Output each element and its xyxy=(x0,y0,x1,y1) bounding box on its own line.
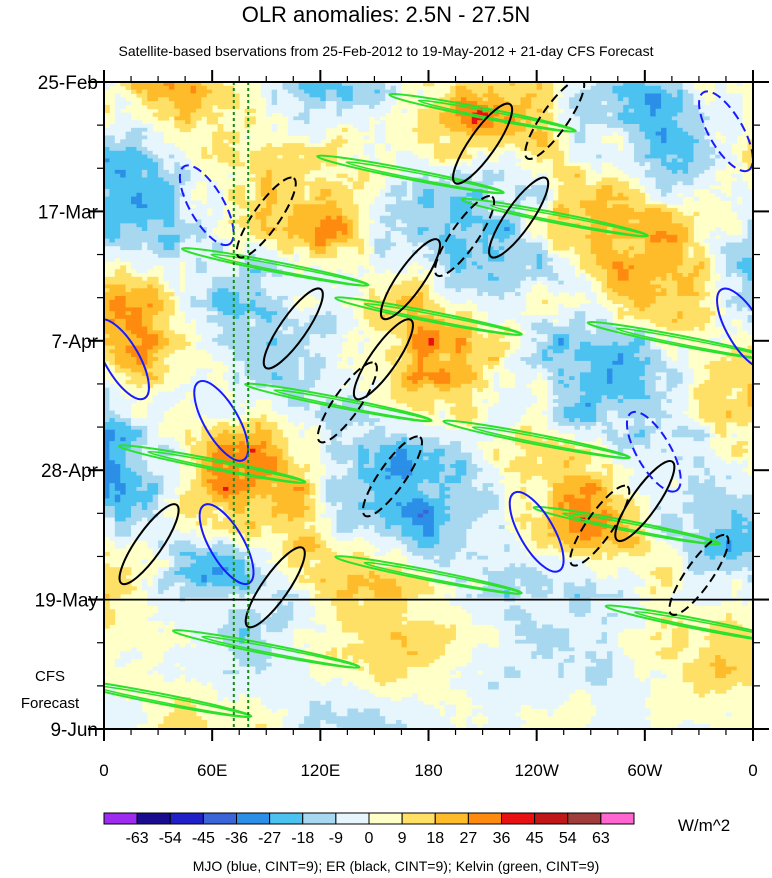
colorbar-label: 27 xyxy=(459,830,477,847)
colorbar-swatch xyxy=(401,812,436,825)
colorbar-swatch xyxy=(269,812,304,825)
colorbar-label: -36 xyxy=(225,830,248,847)
colorbar-swatch xyxy=(368,812,403,825)
colorbar-label: -18 xyxy=(291,830,314,847)
colorbar-label: -45 xyxy=(192,830,215,847)
x-tick-label: 120E xyxy=(300,761,340,780)
colorbar-swatch xyxy=(501,812,536,825)
colorbar-label: -54 xyxy=(159,830,182,847)
x-tick-label: 0 xyxy=(99,761,108,780)
colorbar-label: 45 xyxy=(526,830,544,847)
colorbar-swatch xyxy=(600,812,635,825)
colorbar-swatch xyxy=(236,812,271,825)
x-axis: 0 60E 120E 180 120W 60W 0 xyxy=(99,70,758,780)
wave-filter-contours xyxy=(104,82,753,718)
y-axis: 25-Feb 17-Mar 7-Apr 28-Apr 19-May 9-Jun xyxy=(35,73,769,741)
colorbar-label: 63 xyxy=(592,830,610,847)
colorbar-swatch xyxy=(103,812,138,825)
colorbar-swatch xyxy=(202,812,237,825)
colorbar-label: -63 xyxy=(126,830,149,847)
x-tick-label: 120W xyxy=(514,761,558,780)
colorbar-label: -27 xyxy=(258,830,281,847)
colorbar-swatch xyxy=(434,812,469,825)
colorbar-label: 18 xyxy=(426,830,444,847)
forecast-label-forecast: Forecast xyxy=(21,695,80,712)
colorbar-units: W/m^2 xyxy=(678,816,730,835)
colorbar-swatch xyxy=(302,812,337,825)
footer-caption: MJO (blue, CINT=9); ER (black, CINT=9); … xyxy=(193,858,600,874)
y-tick-label: 28-Apr xyxy=(41,461,99,482)
y-tick-label: 17-Mar xyxy=(38,202,99,223)
colorbar-label: 36 xyxy=(493,830,511,847)
y-tick-label: 7-Apr xyxy=(52,332,99,353)
colorbar-label: 54 xyxy=(559,830,577,847)
x-tick-label: 180 xyxy=(414,761,442,780)
colorbar-swatch xyxy=(534,812,569,825)
colorbar-label: 9 xyxy=(398,830,407,847)
colorbar-swatch xyxy=(335,812,370,825)
x-tick-label: 0 xyxy=(748,761,757,780)
colorbar-label: -9 xyxy=(329,830,343,847)
x-tick-label: 60W xyxy=(627,761,662,780)
olr-anomaly-heatmap xyxy=(104,82,753,729)
colorbar-swatch xyxy=(169,812,204,825)
forecast-label-cfs: CFS xyxy=(35,668,65,685)
x-tick-label: 60E xyxy=(197,761,227,780)
y-tick-label: 19-May xyxy=(35,591,99,612)
chart-subtitle: Satellite-based bservations from 25-Feb-… xyxy=(119,43,654,59)
colorbar-swatch xyxy=(567,812,602,825)
colorbar-label: 0 xyxy=(365,830,374,847)
chart-title: OLR anomalies: 2.5N - 27.5N xyxy=(242,2,531,27)
colorbar-swatch xyxy=(136,812,171,825)
y-tick-label: 25-Feb xyxy=(38,73,98,94)
colorbar: -63 -54 -45 -36 -27 -18 -9 0 9 18 27 36 45 54 63 xyxy=(103,812,635,847)
y-tick-label: 9-Jun xyxy=(50,720,98,741)
colorbar-swatch xyxy=(467,812,502,825)
